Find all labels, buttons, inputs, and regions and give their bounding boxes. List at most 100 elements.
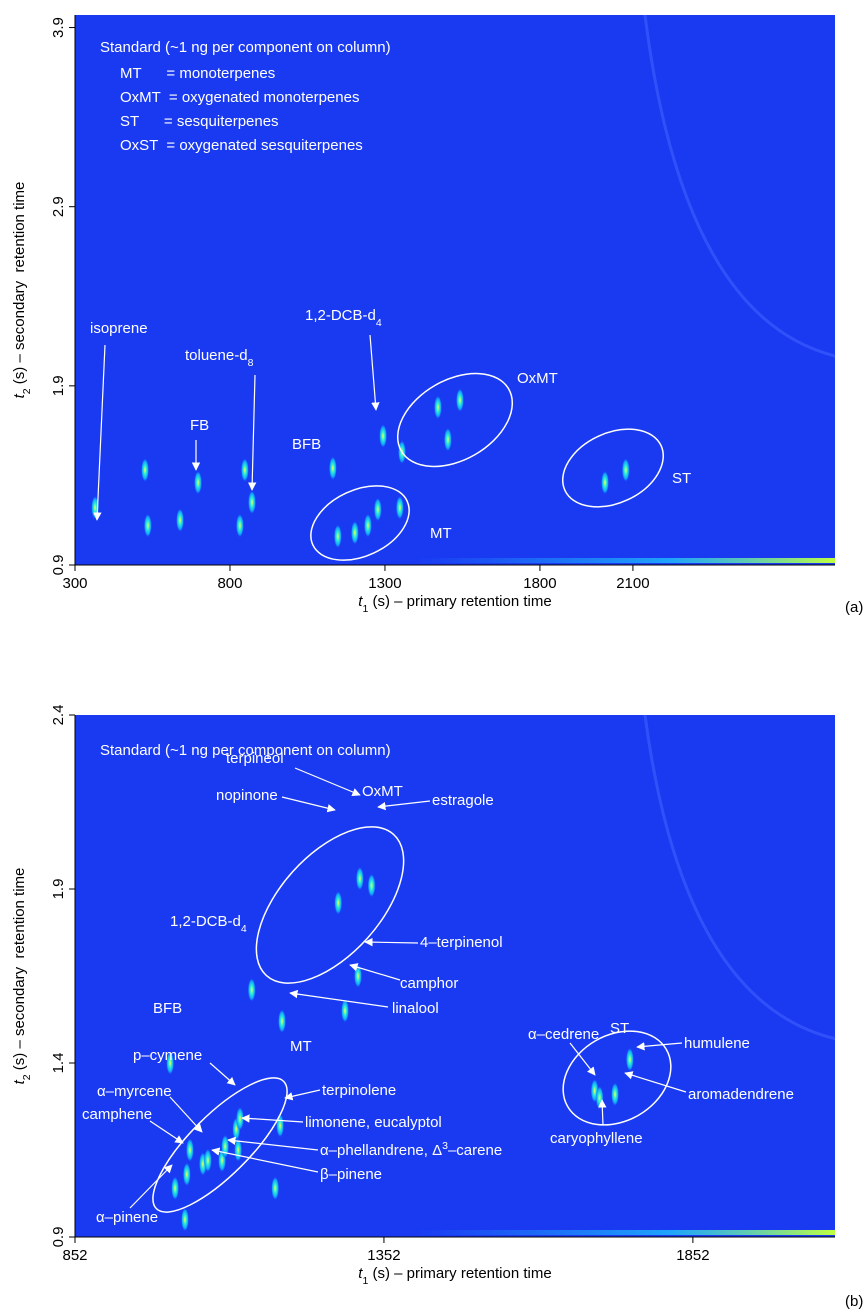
annotation-part: camphene bbox=[82, 1106, 152, 1123]
peak bbox=[278, 1009, 286, 1033]
annotation-part: aromadendrene bbox=[688, 1086, 794, 1103]
y-axis-label-part: (s) – secondary retention time bbox=[11, 868, 28, 1075]
annotation: estragole bbox=[432, 792, 494, 809]
peak bbox=[144, 514, 152, 538]
annotation-part: caryophyllene bbox=[550, 1130, 643, 1147]
x-axis-label: t1 (s) – primary retention time bbox=[358, 1265, 551, 1287]
annotation: OxMT bbox=[517, 370, 558, 387]
panel: Standard (~1 ng per component on column)… bbox=[11, 15, 863, 616]
peak bbox=[334, 524, 342, 548]
annotation-part: 4 bbox=[376, 317, 382, 329]
annotation-part: nopinone bbox=[216, 787, 278, 804]
peak bbox=[396, 496, 404, 520]
y-axis-label: t2 (s) – secondary retention time bbox=[11, 182, 33, 399]
annotation-part: 1,2-DCB-d bbox=[305, 307, 376, 324]
annotation-part: –carene bbox=[448, 1142, 502, 1159]
baseline-glow bbox=[417, 1230, 835, 1235]
peak bbox=[271, 1176, 279, 1200]
panel-label: (a) bbox=[845, 599, 863, 616]
annotation-part: β–pinene bbox=[320, 1166, 382, 1183]
annotation-part: p–cymene bbox=[133, 1047, 202, 1064]
baseline-glow bbox=[417, 558, 835, 563]
peak bbox=[194, 471, 202, 495]
annotation-part: OxMT bbox=[362, 783, 403, 800]
x-axis-label-part: (s) – primary retention time bbox=[368, 1265, 551, 1282]
annotation: humulene bbox=[684, 1035, 750, 1052]
annotation-part: MT bbox=[430, 525, 452, 542]
peak bbox=[379, 424, 387, 448]
annotation: terpineol bbox=[226, 750, 284, 767]
panel: Standard (~1 ng per component on column)… bbox=[11, 705, 863, 1310]
annotation-part: terpinolene bbox=[322, 1082, 396, 1099]
annotation-part: limonene, eucalyptol bbox=[305, 1114, 442, 1131]
annotation-part: 4–terpinenol bbox=[420, 934, 503, 951]
annotation-part: α–cedrene bbox=[528, 1026, 599, 1043]
annotation: MT bbox=[290, 1038, 312, 1055]
annotation: BFB bbox=[153, 1000, 182, 1017]
y-tick-label: 2.4 bbox=[50, 705, 67, 726]
y-tick-label: 1.9 bbox=[50, 879, 67, 900]
peak bbox=[248, 978, 256, 1002]
legend-text: MT = monoterpenes bbox=[120, 65, 275, 82]
peak bbox=[434, 395, 442, 419]
panel-label: (b) bbox=[845, 1293, 863, 1310]
annotation: terpinolene bbox=[322, 1082, 396, 1099]
y-tick-label: 2.9 bbox=[50, 196, 67, 217]
peak bbox=[334, 891, 342, 915]
peak bbox=[364, 514, 372, 538]
peak bbox=[183, 1162, 191, 1186]
annotation: camphor bbox=[400, 975, 458, 992]
annotation-part: camphor bbox=[400, 975, 458, 992]
x-tick-label: 1300 bbox=[368, 575, 401, 592]
x-tick-label: 2100 bbox=[616, 575, 649, 592]
annotation-part: α–myrcene bbox=[97, 1083, 172, 1100]
peak bbox=[329, 456, 337, 480]
y-tick-label: 3.9 bbox=[50, 17, 67, 38]
x-tick-label: 800 bbox=[217, 575, 242, 592]
peak bbox=[601, 471, 609, 495]
annotation: α–phellandrene, Δ3–carene bbox=[320, 1140, 502, 1159]
peak bbox=[186, 1138, 194, 1162]
peak bbox=[626, 1048, 634, 1072]
x-tick-label: 1852 bbox=[676, 1247, 709, 1264]
peak bbox=[176, 508, 184, 532]
peak bbox=[356, 867, 364, 891]
annotation: linalool bbox=[392, 1000, 439, 1017]
annotation-part: 4 bbox=[241, 923, 247, 935]
legend-text: OxST = oxygenated sesquiterpenes bbox=[120, 137, 363, 154]
peak bbox=[351, 521, 359, 545]
legend-text: OxMT = oxygenated monoterpenes bbox=[120, 89, 359, 106]
annotation-part: 1,2-DCB-d bbox=[170, 913, 241, 930]
peak bbox=[181, 1208, 189, 1232]
peak bbox=[456, 388, 464, 412]
legend-text: ST = sesquiterpenes bbox=[120, 113, 279, 130]
y-axis-label: t2 (s) – secondary retention time bbox=[11, 868, 33, 1085]
legend-text: Standard (~1 ng per component on column) bbox=[100, 39, 391, 56]
peak bbox=[236, 1107, 244, 1131]
peak bbox=[141, 458, 149, 482]
annotation: α–myrcene bbox=[97, 1083, 172, 1100]
annotation: α–cedrene bbox=[528, 1026, 599, 1043]
annotation: limonene, eucalyptol bbox=[305, 1114, 442, 1131]
annotation-part: estragole bbox=[432, 792, 494, 809]
annotation: β–pinene bbox=[320, 1166, 382, 1183]
annotation-part: OxMT bbox=[517, 370, 558, 387]
peak bbox=[221, 1135, 229, 1159]
annotation-part: ST bbox=[672, 470, 691, 487]
peak bbox=[248, 490, 256, 514]
annotation: isoprene bbox=[90, 320, 148, 337]
x-tick-label: 1800 bbox=[523, 575, 556, 592]
annotation-part: terpineol bbox=[226, 750, 284, 767]
x-axis-label: t1 (s) – primary retention time bbox=[358, 593, 551, 615]
peak bbox=[368, 874, 376, 898]
x-axis-label-part: (s) – primary retention time bbox=[368, 593, 551, 610]
annotation-part: isoprene bbox=[90, 320, 148, 337]
annotation-part: ST bbox=[610, 1020, 629, 1037]
annotation: 4–terpinenol bbox=[420, 934, 503, 951]
annotation: p–cymene bbox=[133, 1047, 202, 1064]
annotation: camphene bbox=[82, 1106, 152, 1123]
y-tick-label: 1.9 bbox=[50, 375, 67, 396]
peak bbox=[444, 428, 452, 452]
y-tick-label: 0.9 bbox=[50, 1227, 67, 1248]
